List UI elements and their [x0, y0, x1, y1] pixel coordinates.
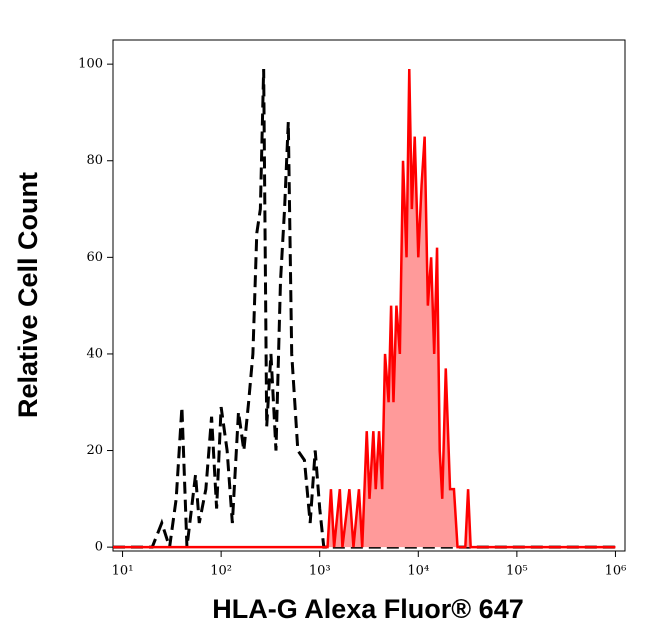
x-tick-label: 10⁴: [407, 564, 429, 579]
line: [113, 68, 616, 549]
y-tick-label: 40: [86, 346, 103, 361]
plot-frame: [112, 39, 626, 552]
x-tick-label: 10⁶: [605, 564, 627, 579]
x-tick-label: 10⁵: [506, 564, 528, 579]
y-tick-label: 0: [95, 540, 103, 555]
x-tick-label: 10³: [309, 564, 331, 579]
x-tick-label: 10²: [210, 564, 232, 579]
x-axis-title: HLA-G Alexa Fluor® 647: [212, 594, 523, 624]
y-axis-title: Relative Cell Count: [13, 172, 43, 418]
y-tick-label: 60: [86, 250, 103, 265]
y-tick-label: 20: [86, 443, 103, 458]
y-tick-label: 100: [78, 57, 103, 72]
line: [113, 68, 616, 549]
x-tick-label: 10¹: [112, 564, 134, 579]
y-tick-label: 80: [86, 153, 103, 168]
